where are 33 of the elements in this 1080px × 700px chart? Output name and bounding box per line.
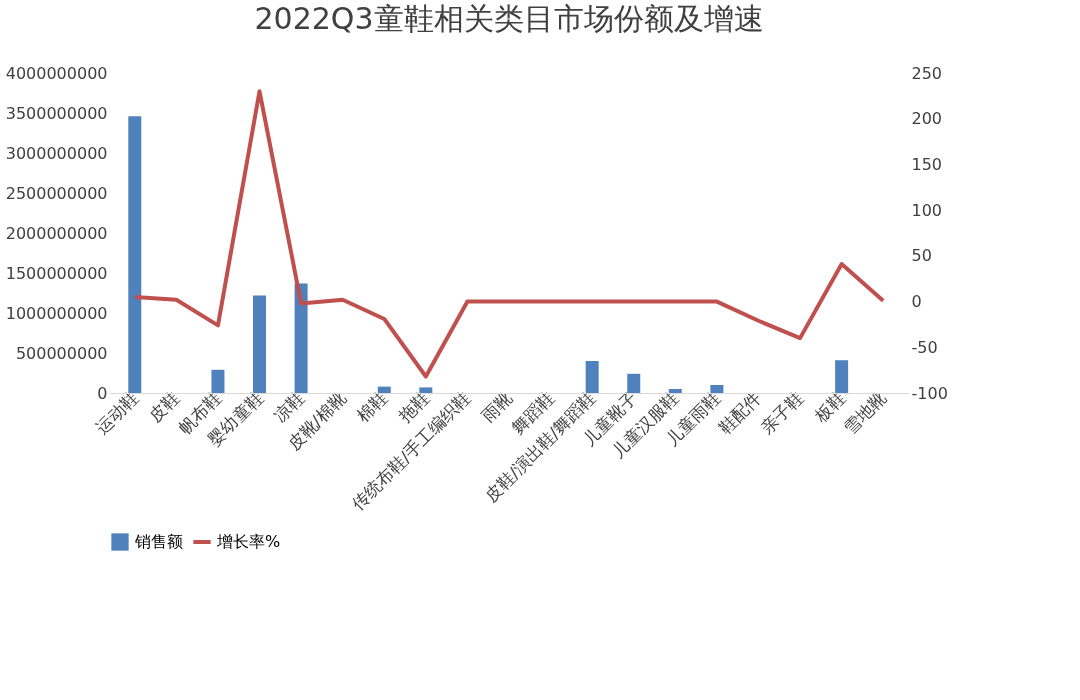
y2-tick-label: 50 [911, 246, 932, 266]
bar [585, 361, 599, 393]
y-tick-label: 0 [97, 383, 108, 403]
bar [710, 385, 724, 393]
bar [668, 389, 682, 393]
y-tick-label: 2000000000 [5, 223, 108, 243]
bar [128, 116, 142, 393]
y2-tick-label: 150 [911, 154, 943, 174]
y-tick-label: 3000000000 [5, 143, 108, 163]
y2-tick-label: 250 [911, 63, 943, 83]
y2-tick-label: -50 [911, 337, 938, 357]
bar [835, 360, 849, 393]
bar [377, 386, 391, 393]
y-tick-label: 500000000 [15, 343, 108, 363]
bar [419, 387, 433, 393]
y-tick-label: 3500000000 [5, 103, 108, 123]
bar [211, 369, 225, 393]
bar [294, 283, 308, 393]
bar [253, 295, 267, 393]
y2-tick-label: -100 [911, 383, 948, 403]
legend-label: 销售额 [134, 532, 183, 551]
y2-tick-label: 200 [911, 109, 943, 129]
y-tick-label: 1500000000 [5, 263, 108, 283]
legend-label: 增长率% [216, 532, 281, 551]
y2-tick-label: 100 [911, 200, 943, 220]
x-tick-label: 棉鞋 [352, 387, 392, 426]
y-tick-label: 4000000000 [5, 63, 108, 83]
y-tick-label: 2500000000 [5, 183, 108, 203]
y2-tick-label: 0 [911, 292, 922, 312]
chart-title: 2022Q3童鞋相关类目市场份额及增速 [254, 1, 764, 36]
line-series [132, 89, 886, 379]
bar [627, 373, 641, 393]
y-tick-label: 1000000000 [5, 303, 108, 323]
